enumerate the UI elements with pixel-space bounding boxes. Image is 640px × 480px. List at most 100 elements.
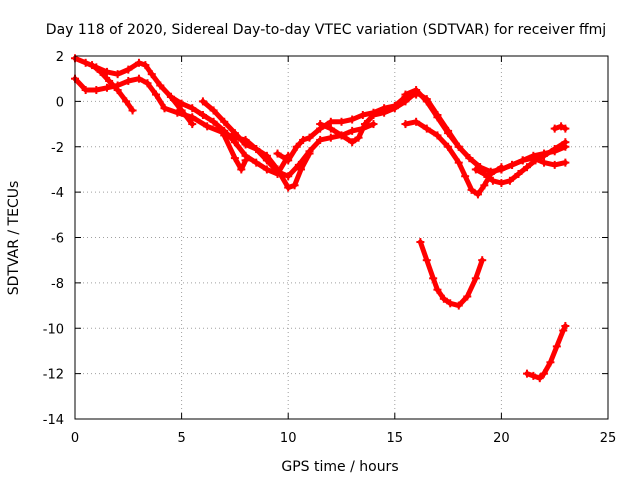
data-point [292, 142, 301, 151]
data-point [337, 117, 346, 126]
data-point [273, 165, 282, 174]
data-point [461, 172, 470, 181]
series-track-7 [221, 132, 249, 172]
plot-frame [74, 55, 609, 420]
data-point [354, 133, 363, 142]
data-point [326, 124, 335, 133]
data-point [497, 179, 506, 188]
data-point [290, 181, 299, 190]
x-tick-label: 10 [280, 431, 297, 446]
data-point [241, 140, 250, 149]
data-point [81, 58, 90, 67]
data-point [96, 67, 105, 76]
data-point [113, 70, 122, 79]
series-track-3 [89, 62, 136, 113]
data-point [220, 117, 229, 126]
data-point [522, 369, 531, 378]
data-point [316, 120, 325, 129]
y-tick-label: -4 [51, 186, 64, 201]
data-point [81, 86, 90, 95]
series-track-10 [403, 87, 568, 175]
x-tick-label: 20 [493, 431, 510, 446]
data-point [262, 151, 271, 160]
data-point [529, 154, 538, 163]
data-point [561, 138, 570, 147]
data-point [209, 117, 218, 126]
data-point [401, 90, 410, 99]
data-point [480, 169, 489, 178]
y-tick-label: -12 [43, 368, 64, 383]
y-axis-label: SDTVAR / TECUs [6, 181, 22, 296]
data-point [422, 97, 431, 106]
data-point [422, 124, 431, 133]
data-point [561, 158, 570, 167]
data-point [535, 374, 544, 383]
data-point [444, 129, 453, 138]
data-point [305, 149, 314, 158]
data-point [188, 104, 197, 113]
data-point [540, 158, 549, 167]
data-point [488, 176, 497, 185]
data-point [471, 274, 480, 283]
data-point [152, 90, 161, 99]
data-point [550, 124, 559, 133]
data-point [316, 135, 325, 144]
data-point [203, 122, 212, 131]
data-point [88, 61, 97, 70]
data-point [124, 76, 133, 85]
data-point [433, 113, 442, 122]
data-point [209, 106, 218, 115]
data-point [559, 326, 568, 335]
data-point [401, 97, 410, 106]
data-point [134, 74, 143, 83]
data-point [160, 104, 169, 113]
data-point [505, 176, 514, 185]
data-point [102, 83, 111, 92]
data-point [284, 156, 293, 165]
data-point [446, 299, 455, 308]
data-point [454, 142, 463, 151]
data-series [71, 54, 570, 383]
data-point [124, 65, 133, 74]
data-point [465, 154, 474, 163]
data-point [284, 183, 293, 192]
data-point [444, 142, 453, 151]
data-point [262, 165, 271, 174]
data-point [177, 99, 186, 108]
data-point [401, 120, 410, 129]
data-point [284, 172, 293, 181]
data-point [147, 70, 156, 79]
data-point [348, 126, 357, 135]
data-point [471, 165, 480, 174]
data-point [337, 131, 346, 140]
data-point [369, 120, 378, 129]
series-track-2 [72, 76, 167, 111]
data-point [122, 97, 131, 106]
data-point [241, 156, 250, 165]
data-point [473, 190, 482, 199]
data-point [128, 106, 137, 115]
data-point [550, 160, 559, 169]
data-point [540, 369, 549, 378]
data-point [550, 145, 559, 154]
data-point [141, 61, 150, 70]
data-point [237, 165, 246, 174]
data-point [540, 151, 549, 160]
data-point [478, 256, 487, 265]
data-point [422, 256, 431, 265]
x-tick-label: 0 [71, 431, 79, 446]
data-point [156, 81, 165, 90]
data-point [480, 181, 489, 190]
data-point [230, 138, 239, 147]
data-point [230, 129, 239, 138]
data-point [299, 135, 308, 144]
data-point [529, 371, 538, 380]
data-point [561, 321, 570, 330]
data-point [198, 97, 207, 106]
y-tick-label: 0 [56, 95, 64, 110]
data-point [497, 165, 506, 174]
y-tick-label: -2 [51, 141, 64, 156]
data-point [412, 86, 421, 95]
data-point [454, 301, 463, 310]
